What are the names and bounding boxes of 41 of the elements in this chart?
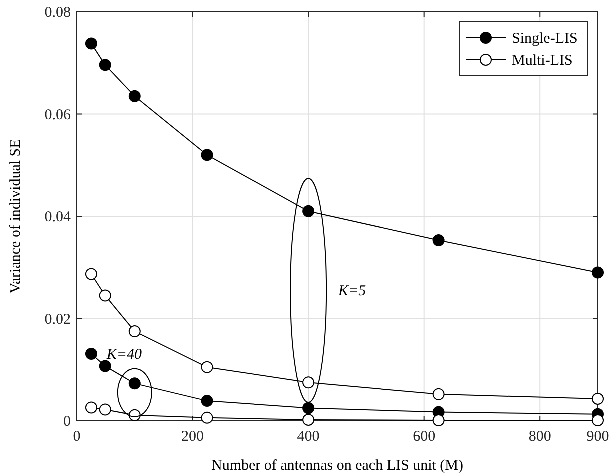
y-tick-label: 0.08: [44, 5, 71, 21]
point: [99, 404, 112, 416]
x-tick-label: 900: [586, 429, 610, 445]
point: [201, 395, 214, 408]
x-tick-label: 600: [413, 429, 436, 445]
x-tick-label: 800: [528, 429, 552, 445]
point: [302, 402, 315, 414]
y-tick-label: 0.02: [44, 312, 71, 328]
point: [99, 59, 112, 72]
point: [432, 414, 445, 426]
point: [128, 378, 141, 390]
point: [99, 360, 112, 372]
point: [201, 149, 214, 162]
point: [201, 361, 214, 374]
annotation: K=40: [106, 346, 143, 363]
point: [85, 268, 98, 280]
y-tick-label: 0: [64, 414, 71, 430]
point: [592, 393, 604, 406]
x-axis-title: Number of antennas on each LIS unit (M): [211, 458, 464, 474]
y-tick-label: 0.06: [44, 107, 72, 124]
legend-label: Multi-LIS: [512, 53, 573, 69]
point: [592, 414, 604, 426]
annotation: K=5: [338, 284, 367, 300]
point: [302, 376, 315, 389]
point: [201, 412, 214, 424]
point: [85, 402, 98, 414]
point: [128, 90, 141, 102]
point: [432, 388, 445, 400]
legend-label: Single-LIS: [512, 31, 578, 47]
x-tick-label: 400: [297, 429, 320, 445]
point: [99, 290, 112, 302]
x-tick-label: 200: [182, 429, 204, 445]
point: [128, 326, 141, 338]
point: [432, 234, 445, 247]
point: [302, 205, 315, 218]
y-tick-label: 0.04: [44, 210, 72, 226]
point: [302, 414, 315, 426]
point: [85, 38, 98, 50]
point: [592, 266, 604, 279]
point: [85, 348, 98, 360]
y-axis-title: Variance of individual SE: [8, 139, 24, 294]
